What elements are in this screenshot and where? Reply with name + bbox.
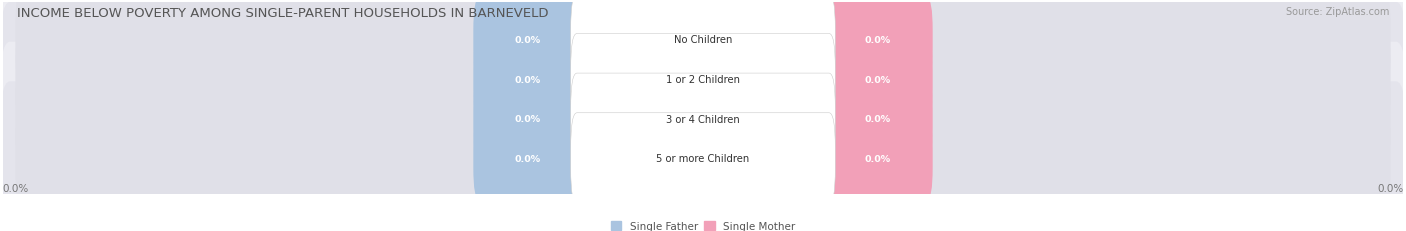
FancyBboxPatch shape bbox=[824, 79, 932, 160]
Text: 0.0%: 0.0% bbox=[865, 154, 891, 163]
FancyBboxPatch shape bbox=[0, 0, 1406, 117]
FancyBboxPatch shape bbox=[0, 43, 1406, 196]
Text: 0.0%: 0.0% bbox=[865, 75, 891, 84]
FancyBboxPatch shape bbox=[571, 74, 835, 165]
Text: 0.0%: 0.0% bbox=[515, 154, 541, 163]
Text: INCOME BELOW POVERTY AMONG SINGLE-PARENT HOUSEHOLDS IN BARNEVELD: INCOME BELOW POVERTY AMONG SINGLE-PARENT… bbox=[17, 7, 548, 20]
Text: 0.0%: 0.0% bbox=[515, 115, 541, 124]
FancyBboxPatch shape bbox=[824, 118, 932, 200]
Text: 0.0%: 0.0% bbox=[865, 36, 891, 45]
Text: Source: ZipAtlas.com: Source: ZipAtlas.com bbox=[1285, 7, 1389, 17]
FancyBboxPatch shape bbox=[474, 0, 582, 81]
Text: 3 or 4 Children: 3 or 4 Children bbox=[666, 114, 740, 124]
FancyBboxPatch shape bbox=[824, 39, 932, 121]
FancyBboxPatch shape bbox=[474, 118, 582, 200]
FancyBboxPatch shape bbox=[15, 21, 1391, 138]
FancyBboxPatch shape bbox=[571, 113, 835, 204]
FancyBboxPatch shape bbox=[0, 82, 1406, 231]
FancyBboxPatch shape bbox=[824, 0, 932, 81]
Text: 5 or more Children: 5 or more Children bbox=[657, 154, 749, 164]
FancyBboxPatch shape bbox=[15, 0, 1391, 99]
FancyBboxPatch shape bbox=[474, 39, 582, 121]
Text: 1 or 2 Children: 1 or 2 Children bbox=[666, 75, 740, 85]
Text: 0.0%: 0.0% bbox=[3, 183, 30, 193]
FancyBboxPatch shape bbox=[15, 100, 1391, 217]
FancyBboxPatch shape bbox=[15, 61, 1391, 178]
FancyBboxPatch shape bbox=[571, 34, 835, 125]
FancyBboxPatch shape bbox=[0, 3, 1406, 157]
FancyBboxPatch shape bbox=[571, 0, 835, 86]
Text: 0.0%: 0.0% bbox=[515, 75, 541, 84]
Text: 0.0%: 0.0% bbox=[515, 36, 541, 45]
Text: 0.0%: 0.0% bbox=[1376, 183, 1403, 193]
FancyBboxPatch shape bbox=[474, 79, 582, 160]
Text: 0.0%: 0.0% bbox=[865, 115, 891, 124]
Legend: Single Father, Single Mother: Single Father, Single Mother bbox=[610, 221, 796, 231]
Text: No Children: No Children bbox=[673, 35, 733, 45]
